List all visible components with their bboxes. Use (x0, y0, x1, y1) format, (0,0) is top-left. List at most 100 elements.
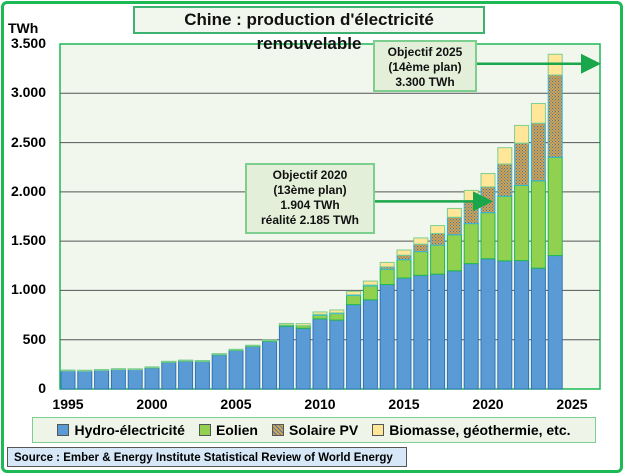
y-tick-label: 3.000 (10, 84, 46, 101)
annotation-line: (14ème plan) (388, 60, 462, 74)
bar-segment-2014-0 (379, 284, 395, 390)
source-note: Source : Ember & Energy Institute Statis… (7, 447, 407, 467)
bar-segment-2012-3 (346, 290, 362, 296)
bar-segment-1997-0 (94, 369, 110, 390)
bar-segment-2017-0 (430, 273, 446, 390)
bar-segment-2013-0 (362, 299, 378, 390)
bar-segment-2006-0 (245, 345, 261, 390)
bar-segment-2022-3 (514, 124, 530, 144)
bar-segment-2022-1 (514, 184, 530, 262)
legend-label: Hydro-électricité (74, 422, 185, 438)
bar-segment-2000-3 (144, 366, 160, 369)
bar-segment-2022-2 (514, 142, 530, 186)
bar-segment-2000-0 (144, 366, 160, 390)
bar-segment-2021-0 (497, 260, 513, 390)
bar-segment-1995-3 (60, 369, 76, 372)
bar-segment-2020-0 (480, 258, 496, 390)
bar-segment-2023-2 (530, 122, 546, 182)
legend-label: Eolien (215, 422, 258, 438)
bar-segment-2024-0 (547, 255, 563, 390)
bar-segment-2002-0 (178, 360, 194, 390)
bar-segment-2006-3 (245, 344, 261, 347)
bar-segment-2023-0 (530, 267, 546, 390)
bar-segment-2023-3 (530, 103, 546, 124)
bar-segment-2010-3 (312, 311, 328, 315)
bar-segment-1998-0 (110, 368, 126, 390)
bar-segment-2008-0 (278, 325, 294, 390)
bar-segment-2001-3 (161, 360, 177, 363)
bar-segment-1996-0 (77, 369, 93, 390)
annotation-line: 3.300 TWh (395, 75, 455, 89)
legend-swatch (372, 424, 385, 436)
bar-segment-2011-0 (329, 319, 345, 390)
bar-segment-2019-0 (463, 263, 479, 390)
bar-segment-2013-1 (362, 285, 378, 301)
y-tick-label: 2.000 (10, 182, 46, 199)
bar-segment-2002-3 (178, 359, 194, 362)
bar-segment-2018-1 (446, 234, 462, 272)
bar-segment-1999-3 (127, 368, 143, 371)
bar-segment-2012-0 (346, 304, 362, 390)
bar-segment-2003-0 (194, 360, 210, 390)
annotation-line: 1.904 TWh (280, 198, 340, 212)
annotation-line: Objectif 2020 (272, 168, 348, 182)
bar-segment-2015-1 (396, 259, 412, 279)
annotation-objectif-2025: Objectif 2025 (14ème plan) 3.300 TWh (373, 40, 477, 92)
legend: Hydro-électricité Eolien Solaire PV Biom… (32, 417, 596, 443)
x-tick-label: 2010 (304, 396, 336, 412)
bar-segment-2007-3 (262, 339, 278, 342)
bar-segment-2019-2 (463, 200, 479, 225)
x-tick-label: 2015 (388, 396, 420, 412)
bar-segment-2024-1 (547, 156, 563, 257)
bar-segment-2011-1 (329, 312, 345, 321)
bar-segment-2020-3 (480, 173, 496, 188)
x-tick-label: 2005 (220, 396, 252, 412)
bar-segment-2016-3 (413, 237, 429, 245)
x-tick-label: 2025 (556, 396, 588, 412)
bar-segment-2005-0 (228, 349, 244, 390)
bar-segment-2022-0 (514, 260, 530, 390)
bar-segment-1999-0 (127, 368, 143, 390)
y-axis-label: TWh (8, 20, 39, 36)
legend-swatch (271, 424, 284, 436)
bar-segment-2017-3 (430, 225, 446, 234)
bar-segment-2019-3 (463, 189, 479, 202)
bar-segment-2011-3 (329, 309, 345, 314)
bar-segment-2010-0 (312, 318, 328, 390)
y-tick-label: 3.500 (10, 35, 46, 51)
bar-segment-2014-3 (379, 261, 395, 268)
bar-segment-2007-0 (262, 340, 278, 390)
annotation-line: réalité 2.185 TWh (260, 213, 360, 227)
y-tick-label: 2.500 (10, 133, 46, 150)
bar-segment-2017-2 (430, 232, 446, 246)
bar-segment-2017-1 (430, 244, 446, 275)
bar-segment-2020-1 (480, 212, 496, 260)
bar-segment-1997-3 (94, 368, 110, 371)
bar-segment-2014-1 (379, 268, 395, 286)
bar-segment-2020-2 (480, 186, 496, 214)
bar-segment-2008-3 (278, 322, 294, 326)
annotation-line: (13ème plan) (273, 183, 347, 197)
legend-label: Solaire PV (288, 422, 359, 438)
legend-item-biomasse: Biomasse, géothermie, etc. (372, 422, 571, 438)
bar-segment-2021-2 (497, 163, 513, 197)
legend-item-solaire: Solaire PV (271, 422, 359, 438)
bar-segment-1996-3 (77, 369, 93, 372)
bar-segment-2016-1 (413, 251, 429, 276)
bar-segment-2015-3 (396, 249, 412, 256)
bar-segment-2019-1 (463, 223, 479, 265)
y-tick-label: 0 (38, 380, 46, 396)
bar-segment-2016-2 (413, 243, 429, 253)
bar-segment-2018-3 (446, 207, 462, 218)
chart-title: Chine : production d'électricité renouve… (133, 6, 485, 53)
bar-segment-2024-2 (547, 74, 563, 158)
x-tick-label: 1995 (52, 396, 84, 412)
bar-segment-2021-3 (497, 147, 513, 165)
annotation-objectif-2020: Objectif 2020 (13ème plan) 1.904 TWh réa… (245, 163, 375, 234)
bar-segment-2004-0 (211, 353, 227, 390)
legend-label: Biomasse, géothermie, etc. (389, 422, 571, 438)
legend-swatch (57, 424, 70, 436)
bar-segment-2018-0 (446, 270, 462, 390)
